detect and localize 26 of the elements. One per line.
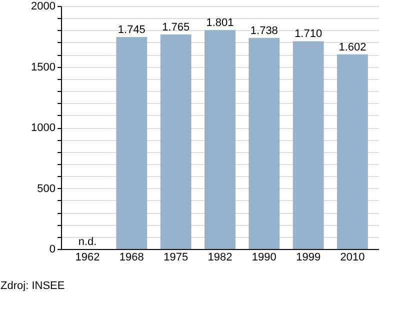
bar <box>248 38 280 249</box>
x-tick-label: 1990 <box>252 252 276 264</box>
bar <box>337 54 368 249</box>
bar <box>160 34 192 249</box>
text: n.d. <box>78 236 97 248</box>
data-label: 1.710 <box>294 28 322 40</box>
data-label: 1.801 <box>206 17 234 30</box>
bar <box>292 41 324 249</box>
y-tick-label: 500 <box>37 182 56 195</box>
data-label: 1.765 <box>162 22 190 34</box>
x-tick-label: 2010 <box>340 252 365 264</box>
y-tick-label: 0 <box>49 244 56 256</box>
bar <box>116 36 148 249</box>
data-label: 1.602 <box>338 41 366 54</box>
x-tick-label: 1975 <box>164 252 188 264</box>
text: Zdroj: INSEE <box>0 280 65 292</box>
y-tick-label: 1500 <box>31 61 56 74</box>
x-tick-label: 1999 <box>296 252 321 264</box>
x-tick-label: 1962 <box>75 252 100 264</box>
data-label: 1.738 <box>250 24 278 37</box>
x-tick-label: 1968 <box>119 252 144 264</box>
y-tick-label: 1000 <box>31 122 56 134</box>
y-tick-label: 2000 <box>31 0 56 12</box>
x-tick-label: 1982 <box>208 252 232 264</box>
bar <box>204 30 236 249</box>
data-label: 1.745 <box>118 24 146 36</box>
